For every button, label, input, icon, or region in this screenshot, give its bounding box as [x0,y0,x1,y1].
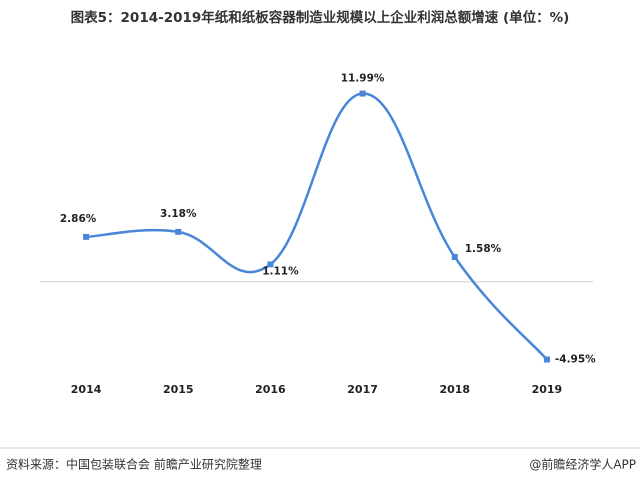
x-tick-label: 2016 [255,383,286,396]
value-label: 1.11% [262,265,299,277]
value-label: 3.18% [160,208,197,220]
x-tick-label: 2019 [532,383,563,396]
chart-title: 图表5：2014-2019年纸和纸板容器制造业规模以上企业利润总额增速 (单位：… [71,9,570,26]
value-label: -4.95% [555,354,596,366]
x-tick-label: 2015 [163,383,194,396]
x-tick-label: 2018 [439,383,470,396]
value-label: 11.99% [341,73,385,85]
value-label: 1.58% [465,243,502,255]
marker [267,261,274,268]
credit: @前瞻经济学人APP [529,457,636,472]
marker [359,90,366,97]
x-tick-label: 2017 [347,383,378,396]
marker [175,228,182,235]
x-tick-label: 2014 [71,383,102,396]
source: 资料来源：中国包装联合会 前瞻产业研究院整理 [6,457,262,472]
marker [543,356,550,363]
value-label: 2.86% [60,213,97,225]
marker [451,253,458,260]
marker [83,233,90,240]
